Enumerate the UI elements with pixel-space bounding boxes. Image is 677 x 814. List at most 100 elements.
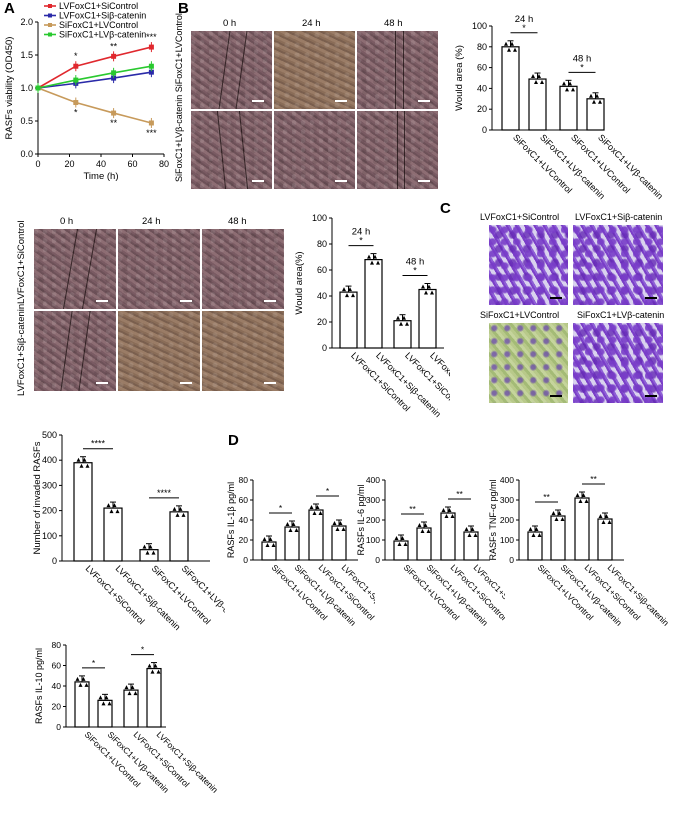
data-point xyxy=(531,74,535,79)
data-point xyxy=(291,522,296,526)
data-point xyxy=(268,537,273,541)
micrograph-b-r1-24h xyxy=(273,30,356,110)
group-label: 48 h xyxy=(406,257,425,268)
significance-mark: **** xyxy=(157,488,172,498)
bar xyxy=(550,515,566,561)
y-tick-label: 20 xyxy=(239,535,249,545)
data-point xyxy=(148,44,154,50)
significance-mark: ** xyxy=(110,118,118,128)
micrograph-c-1 xyxy=(488,224,569,306)
significance-mark: ** xyxy=(409,504,416,514)
data-point xyxy=(156,669,161,674)
data-point xyxy=(345,293,349,298)
data-point xyxy=(575,493,580,497)
y-tick-label: 20 xyxy=(317,317,327,327)
y-tick-label: 300 xyxy=(366,495,380,505)
bar xyxy=(169,511,189,562)
significance-mark: * xyxy=(359,236,363,246)
x-tick-label: 40 xyxy=(96,159,106,169)
data-point xyxy=(426,529,431,533)
data-point xyxy=(133,691,138,696)
bar xyxy=(123,689,139,728)
legend-entry: SiFoxC1+LVControl xyxy=(59,20,138,30)
data-point xyxy=(294,528,299,532)
data-point xyxy=(560,517,565,521)
data-point xyxy=(147,663,152,668)
y-tick-label: 0 xyxy=(243,555,248,565)
data-point xyxy=(607,520,612,524)
y-tick-label: 40 xyxy=(477,83,487,93)
micro-b-title-24h: 24 h xyxy=(302,18,321,29)
data-point xyxy=(145,550,150,555)
group-label: 24 h xyxy=(352,227,371,238)
data-point xyxy=(473,533,478,537)
bar xyxy=(440,512,456,561)
mid-row-label-1: LVFoxC1+SiControl xyxy=(16,220,27,304)
panel-c-title-4: SiFoxC1+LVβ-catenin xyxy=(577,310,665,320)
y-tick-label: 0 xyxy=(482,125,487,135)
y-tick-label: 60 xyxy=(317,265,327,275)
legend-marker xyxy=(48,4,52,8)
data-point xyxy=(396,315,400,320)
x-tick-label: 60 xyxy=(127,159,137,169)
x-tick-label: 80 xyxy=(159,159,169,169)
panel-b-row-label: SiFoxC1+LVβ-catenin SiFoxC1+LVControl xyxy=(174,13,184,182)
data-point xyxy=(104,695,109,700)
significance-mark: *** xyxy=(146,128,157,138)
data-point xyxy=(540,80,544,85)
data-point xyxy=(271,543,276,547)
legend-entry: LVFoxC1+SiControl xyxy=(59,1,138,11)
data-point xyxy=(111,110,117,116)
significance-mark: * xyxy=(92,658,96,668)
data-point xyxy=(315,505,320,509)
data-point xyxy=(309,505,314,509)
y-axis-label: Would area (%) xyxy=(454,45,465,111)
y-tick-label: 300 xyxy=(500,495,514,505)
series-line xyxy=(37,65,152,89)
group-label: 24 h xyxy=(515,14,534,25)
y-tick-label: 200 xyxy=(500,515,514,525)
data-point xyxy=(148,120,154,126)
bar xyxy=(528,78,547,131)
data-point xyxy=(376,260,380,265)
data-point xyxy=(444,514,449,518)
data-point xyxy=(447,508,452,512)
legend-marker xyxy=(48,32,52,37)
legend-entry: LVFoxC1+Siβ-catenin xyxy=(59,11,146,21)
y-tick-label: 500 xyxy=(42,430,57,440)
y-tick-label: 20 xyxy=(52,702,62,712)
data-point xyxy=(181,512,186,517)
bar xyxy=(597,518,613,561)
data-point xyxy=(285,522,290,526)
significance-mark: * xyxy=(141,645,145,655)
data-point xyxy=(557,511,562,515)
panel-c-title-1: LVFoxC1+SiControl xyxy=(480,212,560,222)
significance-mark: ** xyxy=(590,474,597,484)
panel-c-title-2: LVFoxC1+Siβ-catenin xyxy=(575,212,663,222)
data-point xyxy=(584,499,589,503)
data-point xyxy=(534,80,538,85)
bar xyxy=(559,85,578,131)
micrograph-c-3 xyxy=(488,322,569,404)
micrograph-b-r2-48h xyxy=(356,110,439,190)
data-point xyxy=(142,544,147,549)
data-point xyxy=(598,99,602,104)
data-point xyxy=(153,663,158,668)
micrograph-m-r1-48h xyxy=(201,228,285,310)
data-point xyxy=(84,682,89,687)
y-tick-label: 100 xyxy=(42,531,57,541)
data-point xyxy=(598,514,603,518)
data-point xyxy=(85,463,90,468)
micrograph-m-r2-0h xyxy=(33,310,117,392)
data-point xyxy=(450,514,455,518)
data-point xyxy=(551,511,556,515)
data-point xyxy=(399,321,403,326)
y-tick-label: 1.0 xyxy=(20,83,33,93)
data-point xyxy=(507,47,511,52)
y-axis-label: RASFs TNF-α pg/ml xyxy=(488,479,498,560)
data-point xyxy=(427,284,431,289)
data-point xyxy=(470,527,475,531)
